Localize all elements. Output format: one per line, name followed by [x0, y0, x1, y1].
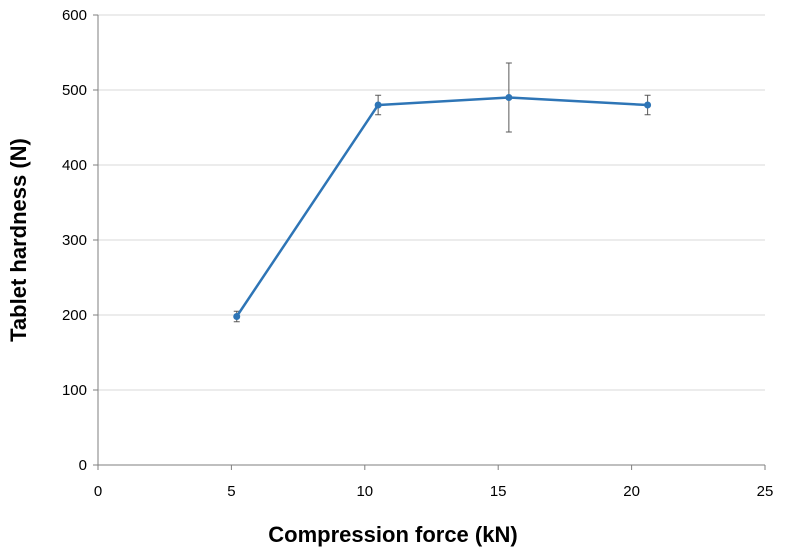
y-tick-label: 500: [62, 82, 87, 99]
y-tick-label: 0: [79, 457, 87, 474]
x-tick-label: 15: [490, 483, 507, 500]
y-tick-label: 600: [62, 7, 87, 24]
x-tick-label: 20: [623, 483, 640, 500]
axes: [93, 14, 766, 470]
y-axis-title: Tablet hardness (N): [6, 138, 31, 342]
y-tick-label: 100: [62, 382, 87, 399]
x-tick-label: 25: [757, 483, 774, 500]
series-line: [235, 96, 648, 318]
data-points: [233, 94, 652, 320]
x-tick-label: 0: [94, 483, 102, 500]
x-tick-label: 10: [356, 483, 373, 500]
x-tick-label: 5: [227, 483, 235, 500]
x-axis-title: Compression force (kN): [268, 522, 517, 547]
data-point: [374, 101, 382, 109]
y-tick-label: 200: [62, 307, 87, 324]
x-tick-labels: 0 5 10 15 20 25: [94, 483, 774, 500]
gridlines: [98, 14, 765, 391]
y-tick-label: 400: [62, 157, 87, 174]
y-tick-labels: 0 100 200 300 400 500 600: [62, 7, 87, 474]
data-point: [644, 101, 652, 109]
data-point: [233, 313, 241, 320]
y-tick-label: 300: [62, 232, 87, 249]
data-point: [505, 94, 513, 101]
series-lines: [235, 96, 648, 318]
